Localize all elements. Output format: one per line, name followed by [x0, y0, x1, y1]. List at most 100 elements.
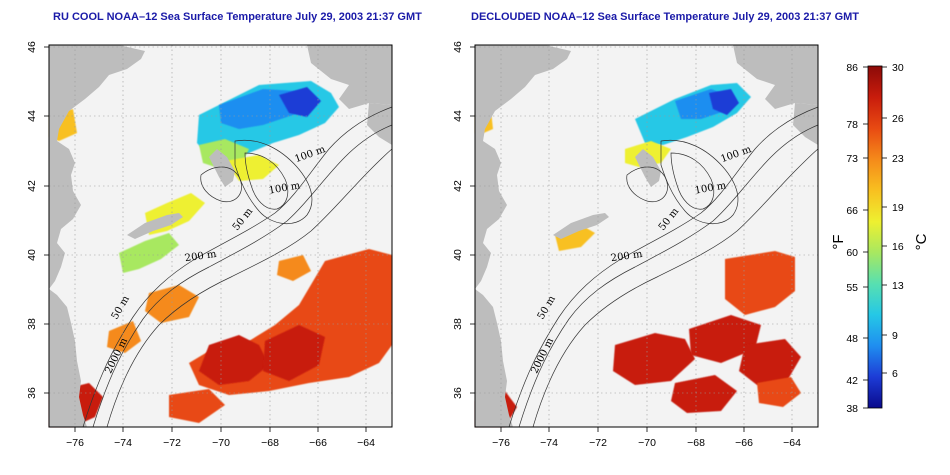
fahrenheit-tick-label: 86 [846, 62, 858, 74]
land-mass [49, 289, 87, 427]
y-tick-label: 46 [452, 41, 464, 53]
y-tick-label: 38 [26, 318, 38, 330]
isobath-line [532, 148, 819, 428]
isobath-line [106, 148, 393, 428]
celsius-tick-label: 26 [892, 113, 904, 125]
isobath-label: 200 m [184, 249, 217, 264]
fahrenheit-tick-label: 60 [846, 247, 858, 259]
left-y-axis: 36 38 40 42 44 46 [26, 41, 49, 399]
right-grid [475, 45, 818, 427]
celsius-tick-label: 16 [892, 241, 904, 253]
sst-patch [145, 285, 199, 323]
sst-patch [689, 315, 761, 363]
left-map-frame [48, 44, 393, 428]
isobath-line [670, 152, 715, 210]
y-tick-label: 40 [26, 249, 38, 261]
sst-patch [279, 87, 321, 117]
left-grid [49, 45, 392, 427]
x-tick-label: −64 [357, 437, 375, 449]
sst-patch [739, 339, 801, 385]
sst-patch [709, 89, 739, 115]
sst-patch [199, 335, 269, 385]
celsius-tick-label: 13 [892, 280, 904, 292]
isobath-line [626, 166, 668, 203]
celsius-tick-label: 19 [892, 202, 904, 214]
colorbar-celsius-ticks: 30 26 23 19 16 13 9 6 [882, 62, 904, 380]
sst-patch [725, 251, 795, 315]
fahrenheit-tick-label: 42 [846, 375, 858, 387]
x-tick-label: −66 [309, 437, 327, 449]
x-tick-label: −74 [540, 437, 558, 449]
isobath-line [660, 139, 739, 224]
fahrenheit-tick-label: 66 [846, 205, 858, 217]
x-tick-label: −66 [735, 437, 753, 449]
sst-patch [613, 333, 695, 385]
isobath-line [518, 124, 819, 428]
right-land [475, 45, 818, 427]
x-tick-label: −76 [492, 437, 510, 449]
right-map-frame [474, 44, 819, 428]
isobath-line [244, 152, 289, 210]
y-tick-label: 36 [26, 387, 38, 399]
left-x-axis: −76 −74 −72 −70 −68 −66 −64 [66, 427, 375, 449]
land-mass [793, 103, 818, 145]
isobath-line [92, 124, 393, 428]
right-panel-title: DECLOUDED NOAA–12 Sea Surface Temperatur… [471, 11, 860, 23]
isobath-line [508, 106, 819, 428]
y-tick-label: 36 [452, 387, 464, 399]
x-tick-label: −72 [589, 437, 607, 449]
celsius-tick-label: 9 [892, 330, 898, 342]
land-mass [733, 45, 818, 109]
right-y-axis: 36 38 40 42 44 46 [452, 41, 475, 399]
sst-patch [757, 377, 801, 407]
y-tick-label: 42 [26, 180, 38, 192]
land-mass [475, 289, 513, 427]
isobath-line [82, 106, 393, 428]
y-tick-label: 40 [452, 249, 464, 261]
x-tick-label: −68 [261, 437, 279, 449]
y-tick-label: 38 [452, 318, 464, 330]
left-panel-title: RU COOL NOAA–12 Sea Surface Temperature … [53, 11, 422, 23]
left-isobaths [82, 106, 393, 428]
sst-patch [671, 375, 737, 413]
x-tick-label: −64 [783, 437, 801, 449]
sst-patch [119, 233, 179, 273]
right-x-axis: −76 −74 −72 −70 −68 −66 −64 [492, 427, 801, 449]
sst-patch [107, 321, 141, 353]
sst-patch [263, 325, 325, 381]
x-tick-label: −76 [66, 437, 84, 449]
land-mass [49, 45, 145, 289]
land-mass [635, 149, 661, 187]
isobath-line [200, 166, 242, 203]
isobath-label: 200 m [610, 249, 643, 264]
right-isobaths [508, 106, 819, 428]
isobath-line [234, 139, 313, 224]
celsius-tick-label: 23 [892, 153, 904, 165]
land-mass [307, 45, 392, 109]
x-tick-label: −68 [687, 437, 705, 449]
land-mass [553, 213, 609, 239]
land-mass [367, 103, 392, 145]
x-tick-label: −70 [638, 437, 656, 449]
colorbar-fahrenheit-ticks: 86 78 73 66 60 55 48 42 38 [846, 62, 868, 415]
left-land [49, 45, 392, 427]
fahrenheit-tick-label: 48 [846, 333, 858, 345]
land-mass [475, 45, 571, 289]
y-tick-label: 44 [26, 110, 38, 122]
fahrenheit-tick-label: 38 [846, 403, 858, 415]
x-tick-label: −74 [114, 437, 132, 449]
x-tick-label: −72 [163, 437, 181, 449]
y-tick-label: 42 [452, 180, 464, 192]
land-mass [209, 149, 235, 187]
fahrenheit-tick-label: 55 [846, 282, 858, 294]
y-tick-label: 46 [26, 41, 38, 53]
temperature-colorbar: 86 78 73 66 60 55 48 42 38 30 26 23 19 16 13 9 6 °F °C [830, 62, 930, 415]
land-mass [127, 213, 183, 239]
colorbar-scale [867, 65, 883, 409]
x-tick-label: −70 [212, 437, 230, 449]
fahrenheit-tick-label: 73 [846, 153, 858, 165]
y-tick-label: 44 [452, 110, 464, 122]
